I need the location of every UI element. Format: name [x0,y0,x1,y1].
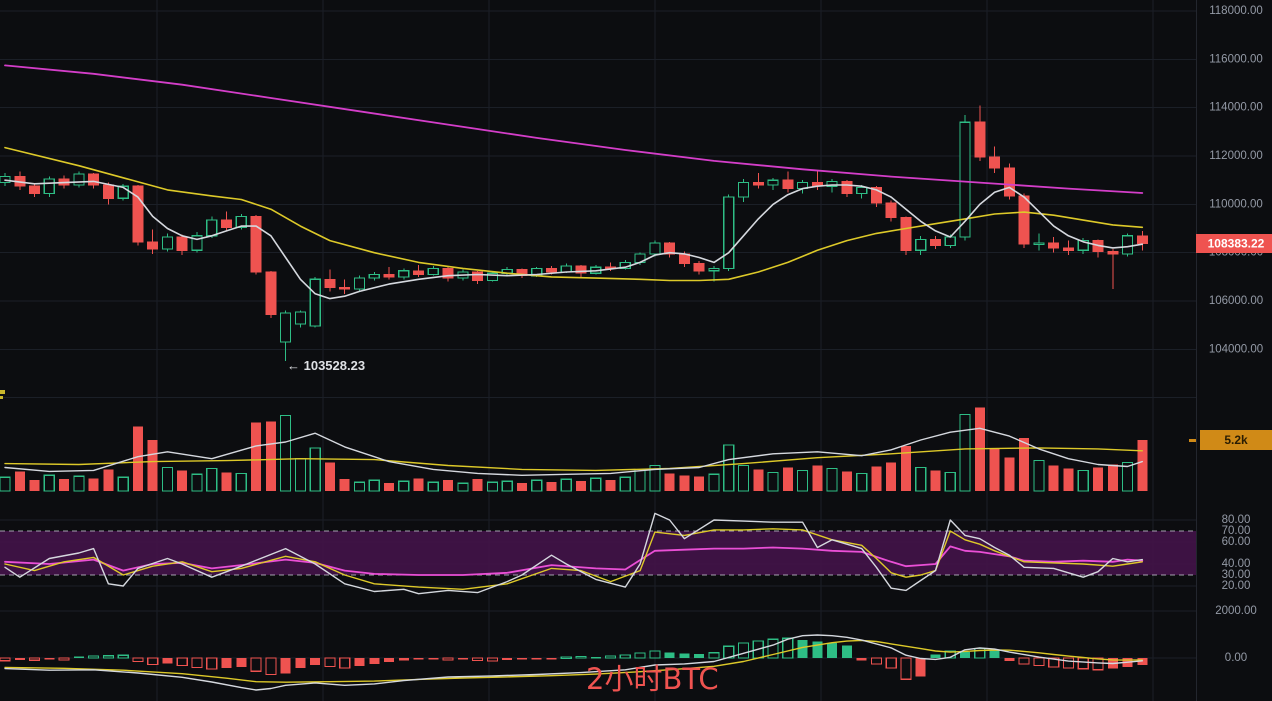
kdj-tick-label: 60.00 [1222,536,1251,548]
current-price-label: 108383.22 [1208,237,1265,251]
price-tick-label: 104000.00 [1209,343,1263,355]
kdj-tick-label: 80.00 [1222,514,1251,526]
price-tick-label: 106000.00 [1209,295,1263,307]
price-tick-label: 118000.00 [1209,5,1263,17]
macd-layer [0,634,1148,691]
kdj-tick-label: 70.00 [1222,525,1251,537]
low-price-annotation[interactable]: ← 103528.23 [287,358,365,373]
watermark-timeframe-symbol: 2小时BTC [586,662,719,696]
price-tick-label: 114000.00 [1209,102,1263,114]
volume-badge-label: 5.2k [1224,433,1248,447]
kdj-indicator-layer [0,512,1196,595]
kdj-tick-label: 40.00 [1222,558,1251,570]
kdj-tick-label: 20.00 [1222,580,1251,592]
volume-badge-tick [1189,439,1196,442]
price-tick-label: 116000.00 [1209,53,1263,65]
macd-tick-label: 2000.00 [1215,605,1257,617]
price-tick-label: 110000.00 [1209,198,1263,210]
clipped-label-fragment [0,390,5,399]
macd-tick-label: 0.00 [1225,652,1247,664]
volume-layer [0,407,1148,492]
price-tick-label: 112000.00 [1209,150,1263,162]
candlestick-layer [0,64,1148,361]
price-axis[interactable]: 118000.00 116000.00 114000.00 112000.00 1100… [1189,0,1272,701]
kdj-tick-label: 30.00 [1222,569,1251,581]
main-price-pane[interactable] [0,0,1196,400]
current-price-badge: 108383.22 [1196,234,1272,253]
axis-tick-labels: 118000.00 116000.00 114000.00 112000.00 1100… [1209,5,1263,664]
volume-badge: 5.2k [1189,430,1272,450]
